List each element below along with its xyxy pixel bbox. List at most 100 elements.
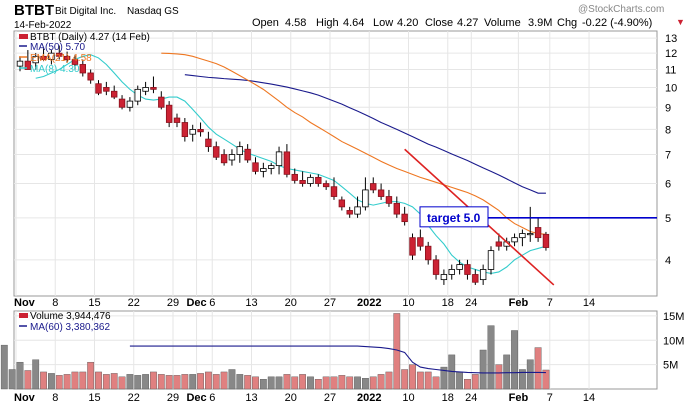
date-tick-label: 22: [128, 297, 140, 309]
date-tick-label: 24: [465, 297, 477, 309]
candle-body: [456, 264, 463, 270]
ohlc-readout: Open 4.58 High 4.64 Low 4.20 Close 4.27 …: [252, 17, 685, 29]
company-name: Bit Digital Inc.: [55, 6, 116, 17]
watermark: @StockCharts.com: [578, 4, 664, 15]
date-tick-label: 2022: [357, 297, 381, 309]
volume-bar: [118, 376, 126, 390]
volume-bar: [126, 374, 134, 390]
volume-bar: [385, 371, 393, 390]
legend-vol-ma: MA(60) 3,380,362: [30, 322, 110, 333]
volume-bar: [95, 371, 102, 390]
candle-body: [315, 176, 322, 184]
candle-body: [322, 183, 330, 188]
change-label: Chg: [557, 17, 577, 29]
chart-date: 14-Feb-2022: [14, 20, 72, 31]
price-y-axis: 4 5 6 7 8 9 10 11 12 13: [665, 33, 677, 267]
high-value: 4.64: [343, 17, 364, 29]
candle-body: [393, 202, 400, 215]
volume-bar: [314, 379, 322, 390]
candle-body: [472, 274, 479, 283]
volume-bar: [173, 375, 181, 390]
candle-body: [16, 60, 24, 67]
volume-bar: [369, 376, 377, 390]
open-value: 4.58: [285, 17, 306, 29]
down-arrow-icon: ▼: [676, 17, 685, 27]
volume-bar: [252, 376, 259, 390]
date-tick-label-bottom: 24: [465, 392, 477, 404]
volume-bar: [71, 371, 79, 390]
volume-bar: [464, 379, 471, 390]
date-tick-label: 15: [88, 297, 100, 309]
volume-ma60-line: [129, 345, 546, 374]
date-tick-label-bottom: 14: [583, 392, 595, 404]
volume-bar: [87, 361, 95, 390]
date-tick-label-bottom: 7: [547, 392, 553, 404]
volume-bars: [0, 313, 550, 390]
volume-legend: Volume 3,944,476 MA(60) 3,380,362: [19, 311, 111, 333]
date-tick-label-bottom: 22: [128, 392, 140, 404]
date-tick-label-bottom: 2022: [357, 392, 381, 404]
candle-body: [228, 154, 236, 161]
candle-body: [79, 64, 86, 74]
legend-ma50: MA(50) 5.70: [30, 42, 85, 53]
volume-bar: [220, 371, 228, 390]
candle-body: [409, 237, 416, 256]
volume-bar: [440, 366, 448, 390]
candle-body: [213, 146, 220, 158]
candle-body: [181, 122, 189, 138]
candle-body: [432, 259, 440, 275]
legend-swatch-volume: [19, 313, 28, 318]
candle-body: [63, 55, 71, 60]
date-tick-label: Feb: [509, 297, 529, 309]
target-label: target 5.0: [427, 211, 481, 225]
volume-bar: [32, 359, 40, 390]
volume-bar: [212, 374, 220, 390]
legend-swatch-price: [19, 34, 28, 39]
volume-bar: [157, 374, 165, 390]
volume-bar: [110, 373, 118, 390]
candle-body: [307, 176, 314, 184]
date-tick-label: Dec: [186, 297, 206, 309]
date-tick-label: 27: [324, 297, 336, 309]
candle-body: [103, 87, 110, 92]
volume-bar: [511, 330, 518, 390]
volume-bar: [377, 374, 385, 390]
volume-bar: [354, 376, 361, 390]
candle-body: [244, 148, 251, 161]
candle-body: [487, 250, 495, 270]
candle-body: [362, 189, 369, 208]
date-tick-label-bottom: 20: [285, 392, 297, 404]
volume-bar: [102, 374, 110, 390]
date-tick-label: 8: [52, 297, 58, 309]
candle-body: [448, 269, 455, 275]
volume-tick-label: 15M: [663, 311, 684, 323]
volume-bar: [424, 371, 432, 390]
price-panel: [13, 30, 658, 297]
price-tick-label: 6: [665, 179, 671, 191]
candle-body: [377, 189, 385, 197]
volume-tick-label: 5M: [663, 360, 678, 372]
candle-body: [401, 213, 408, 223]
candle-body: [95, 83, 102, 94]
volume-tick-label: 10M: [663, 335, 684, 347]
candle-body: [236, 146, 243, 155]
ma50-line: [184, 74, 546, 194]
candle-body: [173, 117, 181, 123]
annotations: target 5.0: [404, 148, 657, 286]
volume-bar: [338, 375, 346, 390]
candle-body: [534, 227, 542, 239]
price-tick-label: 7: [665, 150, 671, 162]
price-tick-label: 5: [665, 213, 671, 225]
date-tick-label-bottom: 27: [324, 392, 336, 404]
candle-body: [299, 180, 306, 184]
price-legend: BTBT (Daily) 4.27 (14 Feb) MA(50) 5.70 E…: [19, 32, 150, 75]
candle-body: [385, 196, 393, 204]
ema21-line: [161, 52, 547, 235]
date-axis: Nov 8 15 22 29 Dec 6 13 20 27 2022 10 18 24 Feb 7 14: [14, 297, 595, 309]
volume-bar: [275, 376, 283, 390]
candle-body: [338, 199, 346, 208]
candle-body: [346, 210, 353, 215]
close-value: 4.27: [457, 17, 478, 29]
candle-body: [205, 138, 212, 148]
volume-bar: [267, 376, 275, 390]
